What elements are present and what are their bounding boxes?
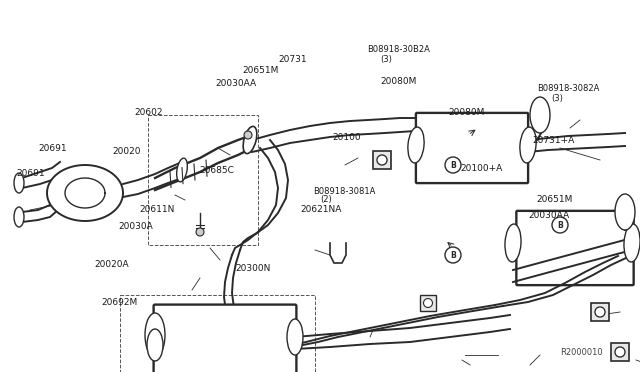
Circle shape — [552, 217, 568, 233]
Ellipse shape — [145, 313, 165, 357]
Bar — [611, 343, 629, 361]
Text: B: B — [450, 160, 456, 170]
Circle shape — [377, 155, 387, 165]
Circle shape — [196, 228, 204, 236]
Text: B08918-3081A: B08918-3081A — [314, 187, 376, 196]
Text: 20651M: 20651M — [242, 66, 278, 75]
Text: 20685C: 20685C — [200, 166, 234, 174]
Text: 20020: 20020 — [112, 147, 141, 156]
Text: 20691: 20691 — [16, 169, 45, 178]
Text: (3): (3) — [380, 55, 392, 64]
Ellipse shape — [624, 224, 640, 262]
Ellipse shape — [408, 127, 424, 163]
Text: (3): (3) — [552, 94, 564, 103]
Circle shape — [595, 307, 605, 317]
Text: 20100: 20100 — [333, 133, 362, 142]
Text: B08918-3082A: B08918-3082A — [538, 84, 600, 93]
Text: 20651M: 20651M — [536, 195, 573, 204]
FancyBboxPatch shape — [154, 305, 296, 372]
Circle shape — [445, 157, 461, 173]
Ellipse shape — [243, 126, 257, 154]
Text: (2): (2) — [320, 195, 332, 204]
Circle shape — [445, 247, 461, 263]
Ellipse shape — [147, 329, 163, 361]
Text: R2000010: R2000010 — [560, 348, 603, 357]
Text: 20692M: 20692M — [101, 298, 138, 307]
Text: 20100+A: 20100+A — [461, 164, 503, 173]
Circle shape — [244, 131, 252, 139]
Ellipse shape — [287, 319, 303, 355]
Bar — [591, 303, 609, 321]
Text: B: B — [450, 250, 456, 260]
Text: 20611N: 20611N — [140, 205, 175, 214]
Text: 20080M: 20080M — [381, 77, 417, 86]
Text: 20030AA: 20030AA — [528, 211, 569, 220]
Bar — [148, 115, 258, 245]
FancyBboxPatch shape — [416, 113, 528, 183]
Text: 20621NA: 20621NA — [301, 205, 342, 214]
Text: 20030AA: 20030AA — [215, 79, 256, 88]
Text: 20731+A: 20731+A — [532, 136, 575, 145]
Text: 20731: 20731 — [278, 55, 307, 64]
Ellipse shape — [14, 207, 24, 227]
Text: 20602: 20602 — [134, 108, 163, 117]
Text: 20691: 20691 — [38, 144, 67, 153]
Bar — [420, 295, 436, 311]
Ellipse shape — [520, 127, 536, 163]
Text: B: B — [557, 221, 563, 230]
Text: 20080M: 20080M — [448, 108, 484, 117]
Text: 20300N: 20300N — [236, 264, 271, 273]
Circle shape — [424, 298, 433, 308]
Ellipse shape — [14, 173, 24, 193]
Ellipse shape — [615, 194, 635, 230]
Text: B08918-30B2A: B08918-30B2A — [367, 45, 430, 54]
Ellipse shape — [530, 97, 550, 133]
Ellipse shape — [177, 158, 188, 182]
Bar — [373, 151, 391, 169]
Text: 20030A: 20030A — [118, 222, 153, 231]
Polygon shape — [47, 165, 123, 221]
Ellipse shape — [505, 224, 521, 262]
Text: 20020A: 20020A — [95, 260, 129, 269]
Circle shape — [615, 347, 625, 357]
Bar — [120, 295, 315, 372]
FancyBboxPatch shape — [516, 211, 634, 285]
